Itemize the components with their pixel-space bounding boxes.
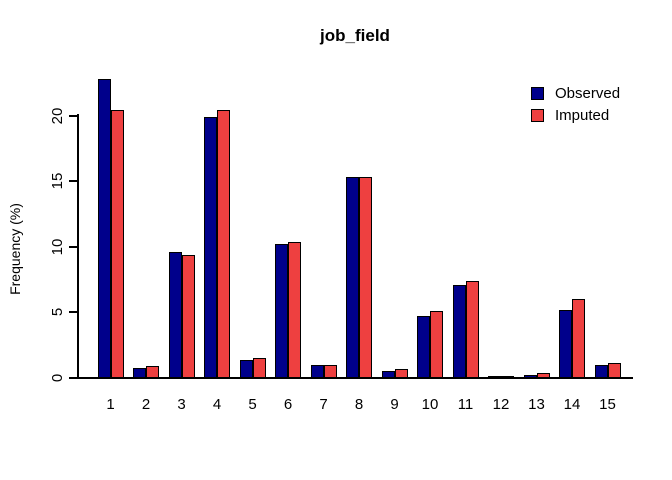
bar-group-9: [381, 369, 408, 378]
bar-imputed-5: [252, 358, 266, 378]
x-label-3: 3: [177, 396, 186, 413]
legend: Observed Imputed: [531, 84, 620, 128]
bar-imputed-11: [465, 280, 479, 378]
y-axis-label: Frequency (%): [7, 203, 23, 295]
x-axis-line: [77, 377, 633, 379]
bar-group-12: [488, 376, 514, 378]
x-label-1: 1: [106, 396, 115, 413]
x-label-10: 10: [421, 396, 439, 413]
bar-observed-8: [346, 177, 359, 378]
x-label-8: 8: [354, 396, 364, 413]
x-label-15: 15: [599, 396, 616, 413]
bar-group-8: [346, 177, 372, 378]
x-label-5: 5: [248, 396, 257, 413]
bar-observed-9: [381, 370, 395, 378]
bar-group-11: [452, 280, 479, 378]
x-label-4: 4: [212, 396, 222, 413]
bar-observed-3: [168, 252, 182, 378]
y-tick-label-10: 10: [49, 238, 66, 256]
bar-group-6: [275, 241, 301, 378]
bar-imputed-9: [394, 369, 408, 378]
chart-title: job_field: [320, 26, 390, 45]
y-tick-20: [69, 114, 77, 117]
bar-imputed-8: [359, 177, 372, 378]
x-label-11: 11: [457, 396, 474, 413]
y-tick-label-15: 15: [49, 172, 66, 190]
bar-observed-7: [310, 364, 324, 378]
bar-group-5: [239, 358, 266, 378]
y-tick-label-0: 0: [49, 373, 66, 383]
x-label-12: 12: [492, 396, 510, 413]
bar-group-7: [310, 364, 337, 378]
bar-imputed-4: [217, 110, 230, 378]
bar-group-13: [523, 373, 550, 378]
bar-imputed-2: [146, 366, 159, 378]
bar-group-15: [594, 362, 621, 378]
bar-group-1: [97, 78, 124, 378]
bar-observed-14: [559, 309, 572, 378]
x-label-13: 13: [528, 396, 545, 413]
bar-imputed-14: [572, 299, 585, 378]
bar-imputed-6: [288, 241, 301, 378]
bar-imputed-13: [536, 373, 550, 378]
bar-group-14: [559, 299, 585, 378]
x-label-2: 2: [141, 396, 151, 413]
bar-group-10: [417, 311, 443, 378]
x-label-14: 14: [563, 396, 581, 413]
bar-group-2: [133, 366, 159, 378]
bar-imputed-10: [430, 311, 443, 378]
bar-observed-4: [204, 116, 217, 378]
x-label-7: 7: [319, 396, 328, 413]
bar-imputed-3: [181, 254, 195, 378]
y-tick-10: [69, 245, 77, 248]
bar-imputed-7: [323, 364, 337, 378]
y-tick-0: [69, 377, 77, 379]
bar-imputed-1: [110, 110, 124, 378]
bar-observed-10: [417, 316, 430, 378]
x-label-9: 9: [390, 396, 399, 413]
bar-observed-12: [488, 376, 501, 378]
legend-label-observed: Observed: [555, 84, 621, 102]
bar-observed-5: [239, 359, 253, 378]
observed-swatch-icon: [531, 86, 544, 100]
bar-observed-6: [275, 244, 288, 378]
y-axis-line: [77, 114, 79, 379]
legend-label-imputed: Imputed: [555, 106, 610, 124]
bar-observed-15: [594, 364, 608, 378]
bar-observed-2: [133, 367, 146, 378]
bar-imputed-12: [501, 376, 514, 378]
imputed-swatch-icon: [531, 108, 544, 122]
y-tick-label-20: 20: [49, 107, 66, 124]
bar-observed-13: [523, 374, 537, 378]
y-tick-label-5: 5: [49, 308, 66, 317]
x-axis-labels: 1 2 3 4 5 6 7 8 9 10 11 12 13 14 15: [78, 396, 632, 413]
legend-row-observed: Observed: [531, 84, 620, 102]
bar-group-3: [168, 252, 195, 378]
x-label-6: 6: [283, 396, 293, 413]
y-tick-5: [69, 311, 77, 314]
bars-area: [78, 0, 632, 378]
bar-observed-11: [452, 284, 466, 378]
bar-imputed-15: [607, 362, 621, 378]
y-tick-15: [69, 180, 77, 183]
legend-row-imputed: Imputed: [531, 106, 620, 124]
bar-group-4: [204, 110, 230, 378]
bar-observed-1: [97, 78, 111, 378]
